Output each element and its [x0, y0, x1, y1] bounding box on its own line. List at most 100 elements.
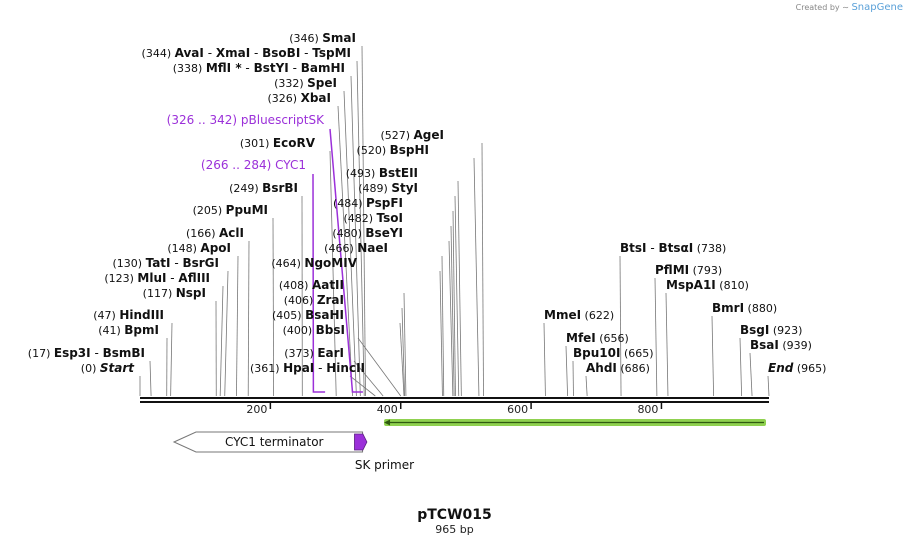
site-label-styi[interactable]: (489) StyI: [358, 181, 418, 195]
site-separator: -: [242, 61, 254, 75]
feature-bracket-pbluescriptsk: [329, 128, 363, 393]
site-label-mlui[interactable]: (123) MluI - AflIII: [104, 271, 210, 285]
site-name: BstEII: [379, 166, 418, 180]
feature-annotations: CYC1 terminator SK primer: [172, 419, 766, 472]
site-label-bsteii[interactable]: (493) BstEII: [346, 166, 418, 180]
site-label-start[interactable]: (0) Start: [81, 361, 135, 375]
site-position: (338): [173, 62, 206, 75]
site-position: (493): [346, 167, 379, 180]
snapgene-credit: Created by ∼ SnapGene: [796, 2, 903, 13]
sk-primer-arrow[interactable]: [354, 433, 368, 451]
site-label-esp3i[interactable]: (17) Esp3I - BsmBI: [28, 346, 145, 360]
feature-label-pbluescriptsk[interactable]: (326 .. 342) pBluescriptSK: [167, 113, 325, 127]
site-label-hindiii[interactable]: (47) HindIII: [93, 308, 164, 322]
site-label-agei[interactable]: (527) AgeI: [380, 128, 444, 142]
site-label-bpmi[interactable]: (41) BpmI: [98, 323, 159, 337]
site-label-apoi[interactable]: (148) ApoI: [167, 241, 231, 255]
site-label-bbsi[interactable]: (400) BbsI: [283, 323, 345, 337]
site-label-ngomiv[interactable]: (464) NgoMIV: [271, 256, 357, 270]
site-label-avai[interactable]: (344) AvaI - XmaI - BsoBI - TspMI: [142, 46, 351, 60]
feature-label-cyc1[interactable]: (266 .. 284) CYC1: [201, 158, 306, 172]
site-name: NspI: [176, 286, 206, 300]
site-name: BsgI: [740, 323, 769, 337]
site-label-ecorv[interactable]: (301) EcoRV: [240, 136, 316, 150]
site-name: BsaHI: [305, 308, 344, 322]
site-name-extra: TspMI: [312, 46, 351, 60]
site-label-bsphi[interactable]: (520) BspHI: [357, 143, 429, 157]
site-label-bmri[interactable]: BmrI (880): [712, 301, 777, 315]
site-name: MmeI: [544, 308, 581, 322]
site-label-end[interactable]: End (965): [768, 361, 826, 375]
site-label-xbai[interactable]: (326) XbaI: [268, 91, 331, 105]
site-label-pflmi[interactable]: PflMI (793): [655, 263, 722, 277]
site-label-mspa1i[interactable]: MspA1I (810): [666, 278, 749, 292]
site-name: NaeI: [357, 241, 388, 255]
site-name: NgoMIV: [304, 256, 357, 270]
site-lines: [139, 45, 770, 397]
site-label-spei[interactable]: (332) SpeI: [274, 76, 337, 90]
ruler-tick-label: 800: [637, 403, 658, 416]
site-name: XbaI: [301, 91, 331, 105]
site-name: AclI: [219, 226, 244, 240]
site-label-zrai[interactable]: (406) ZraI: [284, 293, 344, 307]
site-line-bsteii: [457, 180, 462, 397]
site-name: PspFI: [366, 196, 403, 210]
site-position: (686): [617, 362, 650, 375]
site-position: (405): [272, 309, 305, 322]
site-line-bsphi: [473, 157, 480, 397]
site-label-smai[interactable]: (346) SmaI: [289, 31, 356, 45]
site-position: (738): [693, 242, 726, 255]
site-label-bpu10i[interactable]: Bpu10I (665): [573, 346, 654, 360]
site-label-bsgi[interactable]: BsgI (923): [740, 323, 802, 337]
site-name-extra: BsmBI: [103, 346, 145, 360]
backbone: [140, 397, 769, 403]
site-label-mfei[interactable]: MfeI (656): [566, 331, 629, 345]
site-label-btsi[interactable]: BtsI - BtsαI (738): [620, 241, 726, 255]
site-label-hpai[interactable]: (361) HpaI - HincII: [250, 361, 365, 375]
site-position: (148): [167, 242, 200, 255]
site-label-mfli[interactable]: (338) MflI * - BstYI - BamHI: [173, 61, 345, 75]
site-label-acli[interactable]: (166) AclI: [186, 226, 244, 240]
site-label-aatii[interactable]: (408) AatII: [279, 278, 344, 292]
site-position: (482): [343, 212, 376, 225]
site-position: (622): [581, 309, 614, 322]
site-line-pflmi: [654, 277, 658, 397]
site-line-mfli: [350, 75, 361, 397]
site-position: (249): [229, 182, 262, 195]
site-line-naei: [441, 255, 445, 397]
site-name: Bpu10I: [573, 346, 620, 360]
site-name: BsaI: [750, 338, 779, 352]
site-line-styi: [454, 195, 460, 397]
site-label-naei[interactable]: (466) NaeI: [324, 241, 388, 255]
site-label-ppumi[interactable]: (205) PpuMI: [193, 203, 268, 217]
site-position: (346): [289, 32, 322, 45]
site-label-bseyi[interactable]: (480) BseYI: [332, 226, 403, 240]
site-label-tati[interactable]: (130) TatI - BsrGI: [112, 256, 219, 270]
site-label-tsoi[interactable]: (482) TsoI: [343, 211, 403, 225]
site-label-eari[interactable]: (373) EarI: [284, 346, 344, 360]
site-name: AhdI: [586, 361, 617, 375]
site-position: (810): [716, 279, 749, 292]
site-label-nspi[interactable]: (117) NspI: [143, 286, 206, 300]
site-position: (923): [769, 324, 802, 337]
site-position: (166): [186, 227, 219, 240]
site-label-pspfi[interactable]: (484) PspFI: [333, 196, 403, 210]
site-name: AgeI: [414, 128, 444, 142]
site-name-extra: BstYI: [254, 61, 289, 75]
site-name: SmaI: [322, 31, 356, 45]
site-name: TatI: [146, 256, 171, 270]
site-label-ahdi[interactable]: AhdI (686): [586, 361, 650, 375]
site-name: Esp3I: [54, 346, 91, 360]
site-separator: -: [204, 46, 216, 60]
site-position: (520): [357, 144, 390, 157]
site-name: AatII: [312, 278, 344, 292]
site-label-bsrbi[interactable]: (249) BsrBI: [229, 181, 298, 195]
site-line-xbai: [337, 105, 353, 397]
site-line-avai: [356, 60, 365, 397]
site-label-mmei[interactable]: MmeI (622): [544, 308, 614, 322]
site-line-agei: [481, 142, 484, 397]
site-position: (361): [250, 362, 283, 375]
site-label-bsai[interactable]: BsaI (939): [750, 338, 812, 352]
site-label-bsahi[interactable]: (405) BsaHI: [272, 308, 344, 322]
